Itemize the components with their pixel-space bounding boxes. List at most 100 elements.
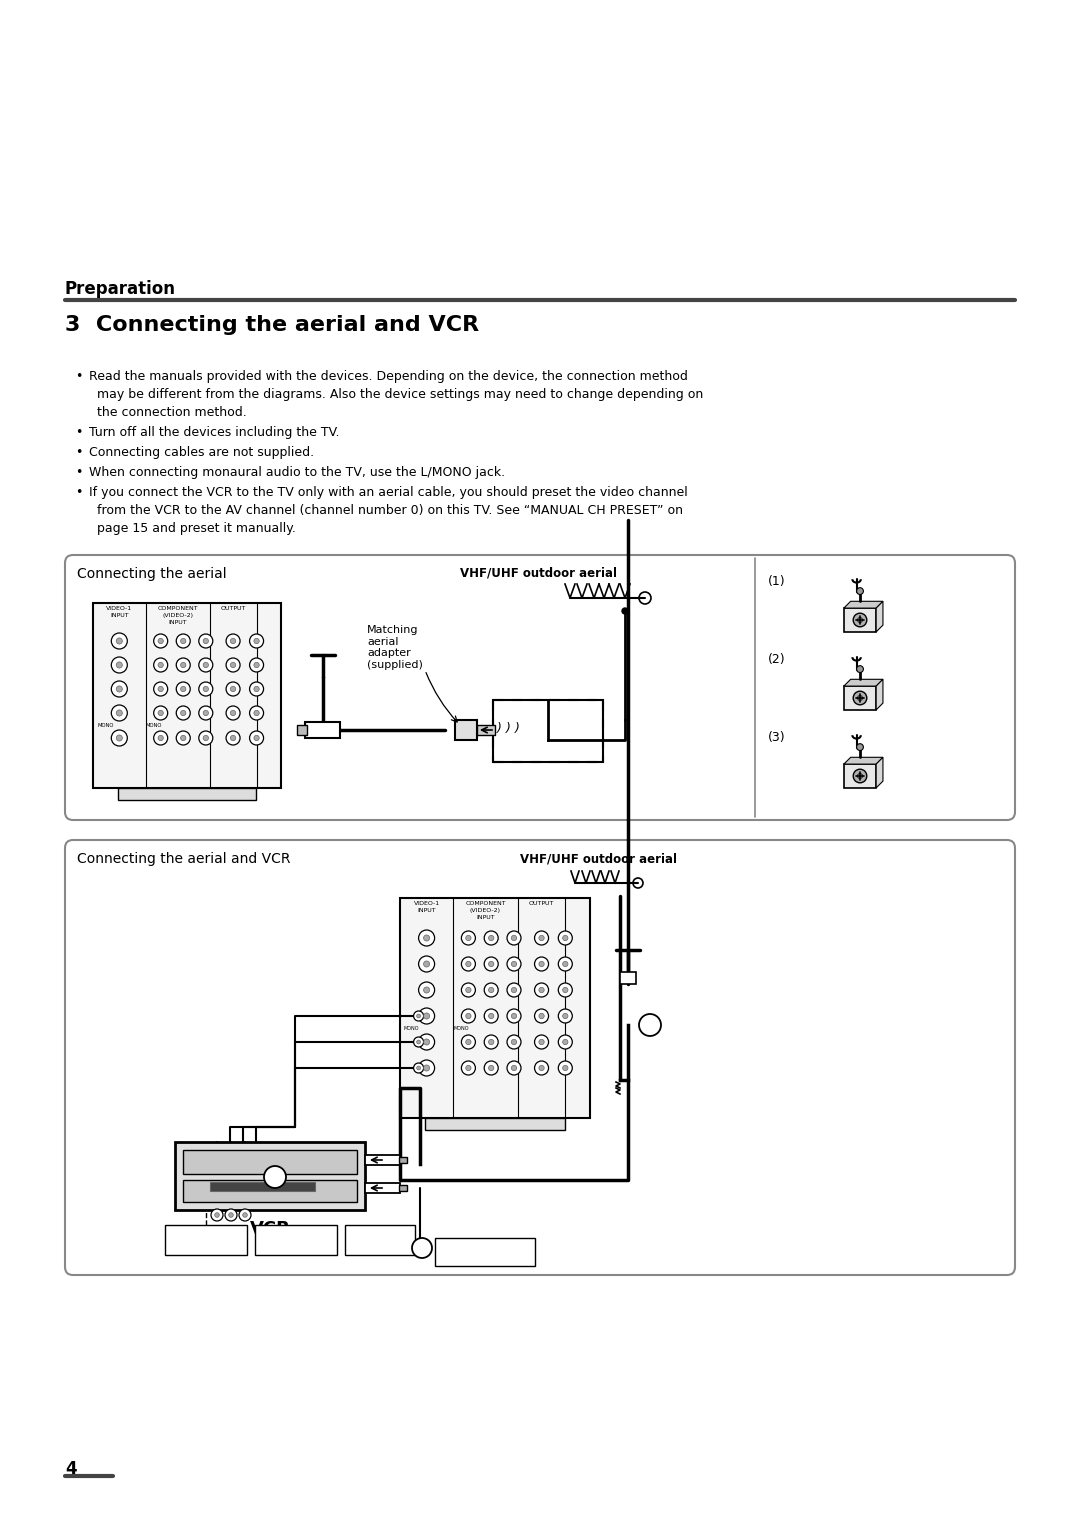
Bar <box>365 1183 400 1193</box>
Polygon shape <box>876 758 883 788</box>
Circle shape <box>419 983 434 998</box>
Bar <box>210 1183 315 1190</box>
Bar <box>435 1238 535 1267</box>
Text: INPUT: INPUT <box>110 613 129 617</box>
Circle shape <box>535 1034 549 1050</box>
Bar <box>183 1151 357 1174</box>
Text: To RF
output: To RF output <box>363 1229 397 1251</box>
Circle shape <box>488 1039 494 1045</box>
Circle shape <box>203 662 208 668</box>
Bar <box>399 1157 407 1163</box>
Circle shape <box>153 634 167 648</box>
Text: If you connect the VCR to the TV only with an aerial cable, you should preset th: If you connect the VCR to the TV only wi… <box>89 486 688 500</box>
Circle shape <box>254 711 259 715</box>
Circle shape <box>230 735 235 741</box>
Circle shape <box>507 931 521 944</box>
Circle shape <box>853 769 867 782</box>
Circle shape <box>558 1008 572 1024</box>
Circle shape <box>461 1008 475 1024</box>
Bar <box>477 724 495 735</box>
Circle shape <box>507 1008 521 1024</box>
Circle shape <box>484 983 498 996</box>
Circle shape <box>417 1041 420 1044</box>
Text: •: • <box>75 486 82 500</box>
Circle shape <box>249 659 264 672</box>
Circle shape <box>853 613 867 626</box>
Circle shape <box>254 662 259 668</box>
Text: To aerial input: To aerial input <box>437 1241 511 1250</box>
Text: To video
output: To video output <box>185 1229 227 1251</box>
Text: (VIDEO-2): (VIDEO-2) <box>470 908 501 914</box>
FancyBboxPatch shape <box>65 555 1015 821</box>
Circle shape <box>511 1013 516 1019</box>
Polygon shape <box>843 602 883 608</box>
Circle shape <box>507 1060 521 1076</box>
Circle shape <box>226 634 240 648</box>
Text: (VIDEO-2): (VIDEO-2) <box>162 613 193 617</box>
Text: 1: 1 <box>419 1242 426 1253</box>
Circle shape <box>465 935 471 941</box>
Circle shape <box>488 961 494 967</box>
Circle shape <box>484 1008 498 1024</box>
Circle shape <box>535 983 549 996</box>
Circle shape <box>117 639 122 643</box>
Circle shape <box>254 686 259 692</box>
Circle shape <box>264 1166 286 1187</box>
Circle shape <box>176 681 190 695</box>
Circle shape <box>153 730 167 746</box>
Circle shape <box>484 957 498 970</box>
Text: VHF/UHF outdoor aerial: VHF/UHF outdoor aerial <box>519 853 677 865</box>
Bar <box>175 1141 365 1210</box>
Circle shape <box>511 961 516 967</box>
Circle shape <box>539 1013 544 1019</box>
Circle shape <box>414 1063 423 1073</box>
Circle shape <box>423 1039 430 1045</box>
Circle shape <box>511 935 516 941</box>
Circle shape <box>226 730 240 746</box>
Text: 3: 3 <box>271 1172 279 1183</box>
Circle shape <box>176 659 190 672</box>
Circle shape <box>465 1039 471 1045</box>
Circle shape <box>199 706 213 720</box>
Circle shape <box>199 681 213 695</box>
Circle shape <box>226 659 240 672</box>
Circle shape <box>180 639 186 643</box>
Circle shape <box>423 935 430 941</box>
Circle shape <box>465 987 471 993</box>
Circle shape <box>465 961 471 967</box>
Circle shape <box>558 957 572 970</box>
Text: Turn off all the devices including the TV.: Turn off all the devices including the T… <box>89 426 339 439</box>
Circle shape <box>419 1060 434 1076</box>
Text: INPUT: INPUT <box>476 915 495 920</box>
Text: •: • <box>75 370 82 384</box>
Text: INPUT: INPUT <box>417 908 436 914</box>
Bar <box>492 700 603 762</box>
Circle shape <box>488 1013 494 1019</box>
Text: •: • <box>75 446 82 458</box>
Circle shape <box>539 987 544 993</box>
Circle shape <box>419 1008 434 1024</box>
Circle shape <box>423 1013 430 1019</box>
Circle shape <box>461 957 475 970</box>
Circle shape <box>558 1034 572 1050</box>
Bar <box>455 720 477 740</box>
Bar <box>399 1186 407 1190</box>
Text: (2): (2) <box>768 652 785 666</box>
Text: Read the manuals provided with the devices. Depending on the device, the connect: Read the manuals provided with the devic… <box>89 370 688 384</box>
Text: Connecting cables are not supplied.: Connecting cables are not supplied. <box>89 446 314 458</box>
Circle shape <box>199 634 213 648</box>
Circle shape <box>176 706 190 720</box>
Text: INPUT: INPUT <box>168 620 187 625</box>
Circle shape <box>176 730 190 746</box>
Circle shape <box>117 735 122 741</box>
Circle shape <box>511 1065 516 1071</box>
Text: ): ) <box>515 723 519 735</box>
Circle shape <box>563 961 568 967</box>
Text: MONO: MONO <box>97 723 113 727</box>
Circle shape <box>226 681 240 695</box>
Circle shape <box>858 617 863 622</box>
Circle shape <box>535 931 549 944</box>
Circle shape <box>230 686 235 692</box>
Text: (3): (3) <box>768 730 785 744</box>
Text: VIDEO-1: VIDEO-1 <box>106 607 133 611</box>
